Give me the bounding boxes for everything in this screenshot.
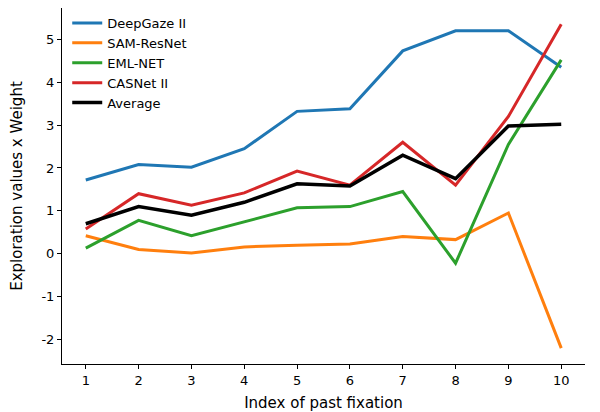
- svg-text:6: 6: [346, 373, 354, 388]
- svg-text:DeepGaze II: DeepGaze II: [107, 16, 186, 31]
- svg-text:CASNet II: CASNet II: [107, 76, 168, 91]
- svg-text:-2: -2: [41, 332, 54, 347]
- svg-text:9: 9: [504, 373, 512, 388]
- svg-text:10: 10: [553, 373, 570, 388]
- svg-text:5: 5: [293, 373, 301, 388]
- svg-text:SAM-ResNet: SAM-ResNet: [107, 36, 186, 51]
- svg-text:3: 3: [187, 373, 195, 388]
- svg-text:7: 7: [399, 373, 407, 388]
- svg-text:4: 4: [240, 373, 248, 388]
- svg-text:2: 2: [46, 161, 54, 176]
- svg-text:3: 3: [46, 118, 54, 133]
- svg-text:-1: -1: [41, 289, 54, 304]
- svg-text:0: 0: [46, 246, 54, 261]
- svg-text:Average: Average: [107, 96, 160, 111]
- svg-text:Index of past fixation: Index of past fixation: [244, 394, 403, 412]
- svg-text:1: 1: [46, 203, 54, 218]
- svg-text:4: 4: [46, 75, 54, 90]
- svg-text:1: 1: [82, 373, 90, 388]
- svg-text:Exploration values x Weight: Exploration values x Weight: [8, 81, 26, 291]
- svg-text:8: 8: [451, 373, 459, 388]
- svg-text:2: 2: [134, 373, 142, 388]
- svg-text:5: 5: [46, 32, 54, 47]
- svg-text:EML-NET: EML-NET: [107, 56, 164, 71]
